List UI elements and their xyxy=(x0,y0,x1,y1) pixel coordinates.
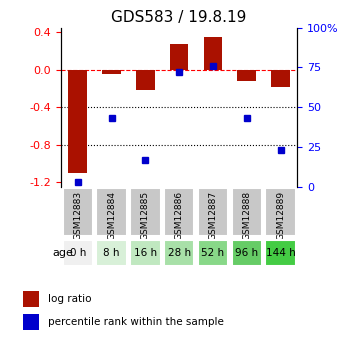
Text: 52 h: 52 h xyxy=(201,248,224,258)
Text: GSM12885: GSM12885 xyxy=(141,191,150,240)
Title: GDS583 / 19.8.19: GDS583 / 19.8.19 xyxy=(112,10,247,25)
Text: 144 h: 144 h xyxy=(266,248,295,258)
Text: age: age xyxy=(52,248,73,258)
Bar xyxy=(271,70,290,87)
Text: 0 h: 0 h xyxy=(70,248,86,258)
Bar xyxy=(102,70,121,75)
Text: 8 h: 8 h xyxy=(103,248,120,258)
FancyBboxPatch shape xyxy=(130,240,161,266)
FancyBboxPatch shape xyxy=(130,188,161,236)
Text: GSM12887: GSM12887 xyxy=(209,191,217,240)
Text: GSM12889: GSM12889 xyxy=(276,191,285,240)
FancyBboxPatch shape xyxy=(164,188,194,236)
Bar xyxy=(23,314,39,330)
Text: 28 h: 28 h xyxy=(168,248,191,258)
Bar xyxy=(170,43,188,70)
FancyBboxPatch shape xyxy=(198,240,228,266)
Text: GSM12886: GSM12886 xyxy=(175,191,184,240)
Bar xyxy=(23,291,39,307)
FancyBboxPatch shape xyxy=(164,240,194,266)
Text: percentile rank within the sample: percentile rank within the sample xyxy=(48,317,224,327)
Text: GSM12884: GSM12884 xyxy=(107,191,116,240)
FancyBboxPatch shape xyxy=(232,188,262,236)
Text: GSM12883: GSM12883 xyxy=(73,191,82,240)
Text: 96 h: 96 h xyxy=(235,248,258,258)
FancyBboxPatch shape xyxy=(63,240,93,266)
FancyBboxPatch shape xyxy=(265,240,296,266)
Text: GSM12888: GSM12888 xyxy=(242,191,251,240)
Bar xyxy=(203,37,222,70)
FancyBboxPatch shape xyxy=(232,240,262,266)
FancyBboxPatch shape xyxy=(96,240,127,266)
FancyBboxPatch shape xyxy=(198,188,228,236)
Text: log ratio: log ratio xyxy=(48,294,92,304)
Bar xyxy=(237,70,256,81)
Text: 16 h: 16 h xyxy=(134,248,157,258)
FancyBboxPatch shape xyxy=(96,188,127,236)
FancyBboxPatch shape xyxy=(63,188,93,236)
Bar xyxy=(68,70,87,173)
Bar xyxy=(136,70,154,90)
FancyBboxPatch shape xyxy=(265,188,296,236)
